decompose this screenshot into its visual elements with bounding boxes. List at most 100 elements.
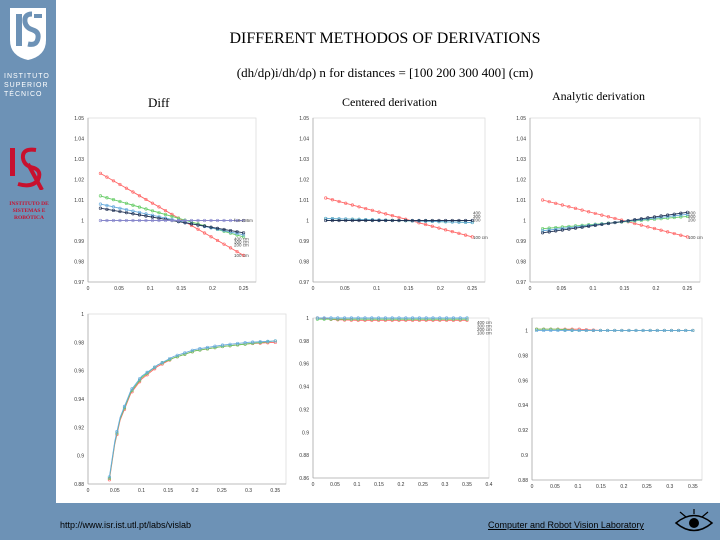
data-point	[222, 218, 226, 223]
y-tick-label: 1.05	[516, 116, 526, 122]
data-point	[189, 218, 194, 223]
data-point	[153, 365, 157, 369]
data-point	[111, 198, 116, 202]
x-tick-label: 0.1	[354, 482, 361, 488]
data-point	[370, 316, 374, 320]
data-point	[213, 344, 217, 348]
data-point	[105, 203, 109, 208]
y-tick-label: 0.97	[516, 280, 526, 286]
data-point	[444, 218, 448, 223]
data-point	[573, 226, 578, 230]
sidebar: INSTITUTO SUPERIOR TÉCNICO INSTITUTO DE …	[0, 0, 56, 540]
data-point	[685, 212, 690, 216]
footer-url[interactable]: http://www.isr.ist.utl.pt/labs/vislab	[60, 520, 192, 530]
x-tick-label: 0.1	[589, 286, 596, 292]
x-tick-label: 0.2	[437, 286, 444, 292]
data-point	[411, 316, 415, 320]
data-point	[679, 213, 683, 217]
x-tick-label: 0.3	[245, 488, 252, 494]
data-point	[458, 316, 462, 320]
data-point	[377, 218, 381, 223]
y-tick-label: 0.98	[74, 340, 84, 346]
data-point	[606, 221, 611, 226]
data-point	[542, 328, 546, 333]
data-point	[404, 218, 408, 223]
data-point	[633, 218, 637, 222]
y-tick-label: 1.03	[74, 157, 84, 163]
data-point	[118, 182, 122, 187]
data-point	[540, 227, 545, 231]
y-tick-label: 1.04	[74, 137, 84, 143]
y-tick-label: 0.96	[74, 369, 84, 375]
data-point	[580, 208, 584, 212]
data-point	[196, 227, 200, 231]
data-point	[383, 316, 388, 320]
data-point	[567, 205, 571, 209]
data-point	[356, 316, 360, 320]
data-point	[115, 430, 119, 434]
y-tick-label: 1.02	[516, 178, 526, 184]
y-tick-label: 0.92	[74, 425, 84, 431]
data-point	[131, 190, 135, 194]
data-point	[560, 203, 564, 207]
data-point	[547, 228, 551, 232]
data-point	[349, 316, 354, 320]
y-tick-label: 0.88	[299, 453, 309, 459]
data-point	[170, 218, 174, 223]
series-label: 400	[688, 210, 696, 215]
data-point	[344, 201, 348, 205]
x-tick-label: 0.15	[374, 482, 384, 488]
x-tick-label: 0	[529, 286, 532, 292]
data-point	[98, 171, 103, 175]
y-tick-label: 0.98	[299, 339, 309, 345]
slide-title: DIFFERENT METHODOS OF DERIVATIONS	[229, 30, 541, 47]
data-point	[350, 203, 354, 207]
x-tick-label: 0.1	[373, 286, 380, 292]
data-point	[98, 206, 103, 210]
data-point	[131, 203, 135, 207]
data-point	[417, 218, 421, 223]
data-point	[336, 316, 340, 320]
data-point	[684, 328, 688, 333]
y-tick-label: 1	[306, 219, 309, 225]
data-point	[196, 218, 200, 223]
data-point	[606, 328, 610, 333]
data-point	[220, 343, 225, 347]
series-label: f=0.286m	[234, 218, 253, 223]
data-point	[593, 211, 597, 216]
data-point	[470, 235, 474, 239]
y-tick-label: 0.94	[74, 397, 84, 403]
y-tick-label: 1	[81, 219, 84, 225]
series-line-300-cm	[108, 340, 276, 477]
data-point	[677, 328, 681, 333]
series-line-100-cm	[108, 341, 276, 480]
institute-line: TÉCNICO	[4, 91, 43, 98]
data-point	[560, 228, 564, 232]
footer-lab-name[interactable]: Computer and Robot Vision Laboratory	[488, 520, 644, 530]
data-point	[118, 206, 122, 210]
series-label: 100 cm	[473, 235, 488, 240]
data-point	[150, 215, 155, 219]
data-point	[215, 226, 220, 230]
y-tick-label: 0.9	[77, 454, 84, 460]
data-point	[157, 216, 161, 220]
x-tick-label: 0	[312, 482, 315, 488]
x-tick-label: 0.25	[239, 286, 249, 292]
x-tick-label: 0.25	[683, 286, 693, 292]
data-point	[547, 226, 551, 230]
y-tick-label: 0.98	[299, 260, 309, 266]
series-label: 400 cm	[234, 236, 249, 241]
data-point	[198, 347, 202, 351]
data-point	[600, 213, 604, 217]
data-point	[377, 316, 381, 320]
data-point	[243, 341, 247, 345]
data-point	[613, 216, 617, 221]
ist-logo-icon	[10, 8, 46, 60]
x-tick-label: 0.05	[340, 286, 350, 292]
data-point	[672, 212, 676, 216]
data-point	[384, 218, 388, 223]
y-tick-label: 0.98	[74, 260, 84, 266]
data-point	[215, 218, 220, 223]
y-tick-label: 1.03	[516, 157, 526, 163]
data-point	[437, 226, 441, 230]
